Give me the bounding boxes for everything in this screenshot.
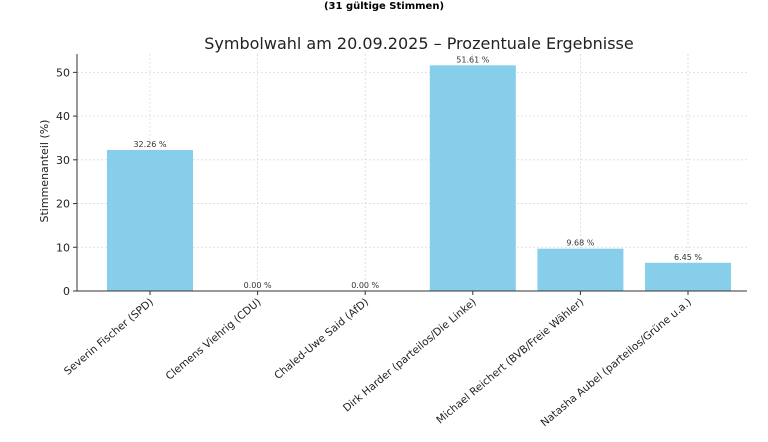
y-tick-label: 20 [56,198,70,211]
chart-supertitle: (31 gültige Stimmen) [324,1,444,12]
bar-value-label: 6.45 % [674,253,702,262]
y-axis-label: Stimmenanteil (%) [38,120,51,223]
y-tick-label: 40 [56,110,70,123]
bar-value-label: 32.26 % [133,140,166,149]
x-tick-labels: Severin Fischer (SPD) Clemens Viehrig (CD… [62,296,694,429]
bar [645,262,731,291]
bar [537,248,624,291]
y-tick-label: 30 [56,154,70,167]
y-tick-label: 0 [63,285,70,298]
x-tick-label: Severin Fischer (SPD) [62,296,156,378]
x-tick-label: Chaled-Uwe Said (AfD) [272,296,371,382]
bar-value-label: 51.61 % [456,55,489,64]
x-tick-label: Clemens Viehrig (CDU) [164,296,264,383]
bar [107,149,193,291]
bars [107,65,731,291]
bar [429,65,516,291]
y-tick-labels: 0 10 20 30 40 50 [56,66,70,298]
bar-value-label: 0.00 % [351,281,379,290]
axes [73,54,747,295]
chart-title: Symbolwahl am 20.09.2025 – Prozentuale E… [204,34,633,53]
bar-value-labels: 32.26 % 0.00 % 0.00 % 51.61 % 9.68 % 6.45 % [133,55,702,290]
bar-value-label: 9.68 % [566,239,594,248]
y-tick-label: 50 [56,66,70,79]
bar-value-label: 0.00 % [244,281,272,290]
y-tick-label: 10 [56,241,70,254]
